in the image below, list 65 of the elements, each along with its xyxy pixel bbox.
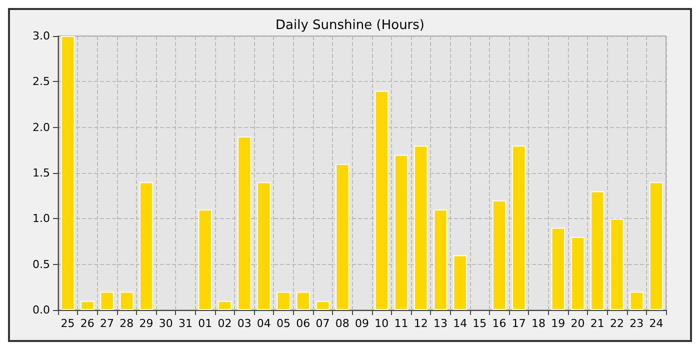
y-tick-label: 1.0 (32, 212, 50, 226)
bar (80, 300, 94, 310)
x-tick-label: 08 (335, 317, 350, 330)
bar (610, 218, 624, 310)
x-tick-label: 26 (80, 317, 94, 330)
x-tick-label: 05 (276, 317, 291, 330)
x-tick-label: 03 (237, 317, 252, 330)
bar (590, 191, 604, 310)
x-tick-label: 12 (414, 317, 428, 330)
x-tick-label: 11 (394, 317, 408, 330)
y-tick-label: 2.0 (32, 120, 50, 134)
x-tick-label: 28 (120, 317, 134, 330)
x-tick-label: 27 (100, 317, 114, 330)
x-tick-label: 14 (453, 317, 468, 330)
bar (374, 90, 388, 310)
x-tick-label: 02 (218, 317, 232, 330)
x-tick-label: 13 (433, 317, 448, 330)
x-tick-label: 10 (374, 317, 389, 330)
bar (120, 292, 134, 310)
bar (551, 228, 565, 310)
x-tick-label: 21 (590, 317, 604, 330)
bar (453, 255, 467, 310)
x-tick-label: 19 (551, 317, 566, 330)
x-tick-label: 01 (198, 317, 212, 330)
bar (60, 36, 75, 310)
bar (257, 182, 271, 310)
x-tick-label: 07 (316, 317, 330, 330)
x-tick-label: 23 (630, 317, 644, 330)
bar (100, 292, 114, 310)
bar (237, 136, 252, 310)
x-tick-label: 16 (492, 317, 506, 330)
bar (394, 154, 408, 310)
x-tick-label: 31 (178, 317, 192, 330)
x-tick-label: 29 (139, 317, 154, 330)
bar (649, 182, 664, 310)
bar (218, 300, 232, 310)
bar (414, 146, 428, 310)
x-tick-label: 18 (532, 317, 546, 330)
y-tick-label: 2.5 (32, 75, 50, 88)
x-tick-label: 15 (472, 317, 487, 330)
bar (434, 210, 448, 310)
x-tick-label: 20 (570, 317, 585, 330)
bar (512, 146, 526, 310)
x-tick-label: 24 (649, 317, 664, 330)
y-tick-label: 3.0 (32, 30, 50, 42)
x-tick-label: 25 (60, 317, 75, 330)
bar (336, 164, 350, 310)
x-tick-label: 22 (610, 317, 624, 330)
bar (316, 300, 330, 310)
x-tick-label: 17 (512, 317, 526, 330)
bar (630, 292, 644, 310)
y-tick-label: 0.0 (32, 304, 50, 316)
bar (198, 210, 212, 310)
bar (276, 292, 290, 310)
bar (139, 182, 154, 310)
bar (296, 292, 310, 310)
y-tick-label: 1.5 (32, 166, 50, 180)
y-tick-label: 0.5 (32, 258, 50, 271)
bar (492, 200, 506, 310)
x-tick-label: 06 (296, 317, 310, 330)
x-tick-label: 09 (355, 317, 369, 330)
x-tick-label: 04 (256, 317, 271, 330)
chart-title: Daily Sunshine (Hours) (276, 18, 424, 33)
x-tick-label: 30 (158, 317, 173, 330)
bar (570, 236, 585, 310)
